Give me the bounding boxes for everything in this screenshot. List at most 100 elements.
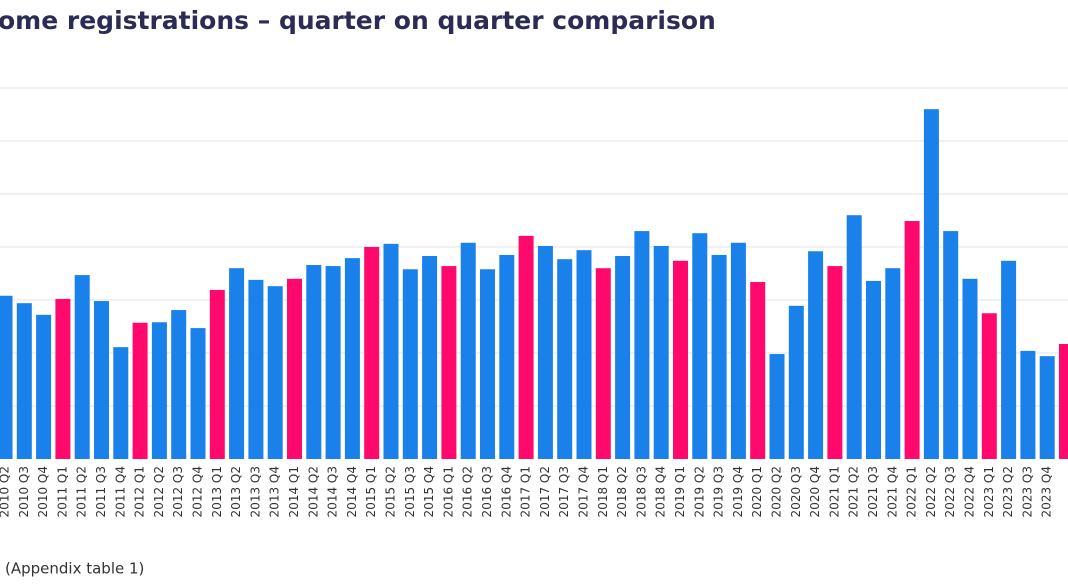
- bar: [55, 298, 71, 459]
- bar: [1059, 343, 1068, 459]
- bar: [229, 268, 245, 459]
- x-tick-label: 2016 Q3: [480, 466, 494, 517]
- x-tick-label: 2023 Q3: [1020, 466, 1034, 517]
- x-tick-label: 2014 Q1: [287, 466, 301, 517]
- bar: [673, 260, 688, 459]
- bar: [730, 242, 746, 459]
- x-tick-label: 2023 Q4: [1040, 466, 1054, 517]
- x-tick-label: 2020 Q1: [750, 466, 764, 517]
- bar: [981, 313, 997, 459]
- bar: [209, 289, 225, 459]
- bar: [171, 310, 187, 459]
- bar: [460, 242, 476, 459]
- bar: [36, 314, 52, 459]
- x-tick-label: 2013 Q1: [210, 466, 224, 517]
- x-tick-label: 2010 Q2: [0, 466, 12, 517]
- bar: [16, 303, 32, 459]
- bar: [692, 233, 708, 459]
- bar: [74, 275, 90, 459]
- x-tick-label: 2016 Q1: [441, 466, 455, 517]
- x-tick-label: 2015 Q2: [384, 466, 398, 517]
- x-tick-label: 2018 Q3: [634, 466, 648, 517]
- bar: [94, 301, 109, 459]
- x-tick-label: 2022 Q3: [943, 466, 957, 517]
- bar: [557, 259, 573, 459]
- bar: [306, 265, 322, 459]
- bar: [750, 281, 766, 459]
- bar: [1001, 260, 1017, 459]
- x-tick-label: 2021 Q4: [885, 466, 899, 517]
- bar: [711, 254, 727, 459]
- bar: [634, 231, 650, 459]
- source-note: (Appendix table 1): [5, 560, 144, 578]
- x-tick-label: 2017 Q2: [538, 466, 552, 517]
- bar: [422, 256, 438, 459]
- x-tick-label: 2020 Q4: [808, 466, 822, 517]
- bar: [344, 258, 360, 459]
- x-tick-label: 2011 Q1: [55, 466, 69, 517]
- x-tick-label: 2013 Q3: [248, 466, 262, 517]
- bar: [827, 266, 843, 459]
- bar: [769, 354, 785, 459]
- bar: [904, 221, 920, 459]
- x-tick-label: 2011 Q2: [75, 466, 89, 517]
- x-tick-label: 2012 Q3: [171, 466, 185, 517]
- bar: [402, 269, 418, 459]
- bar: [480, 269, 495, 459]
- x-tick-label: 2022 Q2: [924, 466, 938, 517]
- bar: [383, 243, 399, 459]
- x-tick-label: 2020 Q3: [789, 466, 803, 517]
- bar: [1039, 356, 1055, 459]
- bar: [846, 215, 862, 459]
- x-tick-label: 2017 Q1: [519, 466, 533, 517]
- x-tick-label: 2012 Q4: [191, 466, 205, 517]
- bar: [615, 256, 631, 459]
- x-tick-label: 2011 Q3: [94, 466, 108, 517]
- x-tick-label: 2014 Q2: [306, 466, 320, 517]
- bar: [248, 279, 264, 459]
- bar: [576, 250, 592, 459]
- x-tick-label: 2019 Q4: [731, 466, 745, 517]
- bar: [132, 322, 148, 459]
- chart-title: ome registrations – quarter on quarter c…: [0, 6, 716, 35]
- x-tick-label: 2017 Q3: [557, 466, 571, 517]
- x-tick-label: 2018 Q4: [654, 466, 668, 517]
- x-tick-label: 2017 Q4: [577, 466, 591, 517]
- x-tick-label: 2012 Q1: [133, 466, 147, 517]
- x-tick-label: 2022 Q1: [905, 466, 919, 517]
- bar: [325, 266, 341, 459]
- x-tick-label: 2021 Q3: [866, 466, 880, 517]
- bar: [518, 235, 534, 459]
- bar: [788, 305, 804, 459]
- x-tick-label: 2019 Q1: [673, 466, 687, 517]
- x-tick-label: 2011 Q4: [113, 466, 127, 517]
- x-tick-label: 2021 Q2: [847, 466, 861, 517]
- bar: [190, 328, 206, 459]
- x-tick-label: 2013 Q2: [229, 466, 243, 517]
- x-tick-label: 2015 Q3: [403, 466, 417, 517]
- bar: [962, 278, 978, 459]
- x-tick-label: 2015 Q4: [422, 466, 436, 517]
- bar: [441, 266, 457, 459]
- bar: [287, 278, 302, 459]
- x-tick-label: 2019 Q2: [692, 466, 706, 517]
- bar: [808, 251, 824, 459]
- bar: [653, 245, 669, 459]
- bar: [499, 254, 515, 459]
- x-tick-label: 2023 Q2: [1001, 466, 1015, 517]
- bar: [885, 268, 901, 459]
- bar: [943, 231, 959, 459]
- x-tick-label: 2016 Q2: [461, 466, 475, 517]
- bar: [364, 247, 380, 459]
- x-tick-label: 2018 Q1: [596, 466, 610, 517]
- x-tick-label: 2018 Q2: [615, 466, 629, 517]
- bar: [113, 347, 129, 459]
- x-tick-label: 2022 Q4: [963, 466, 977, 517]
- x-tick-label: 2020 Q2: [770, 466, 784, 517]
- x-tick-label: 2014 Q4: [345, 466, 359, 517]
- bar: [537, 245, 553, 459]
- x-tick-label: 2010 Q4: [36, 466, 50, 517]
- x-tick-label: 2010 Q3: [17, 466, 31, 517]
- x-tick-label: 2016 Q4: [499, 466, 513, 517]
